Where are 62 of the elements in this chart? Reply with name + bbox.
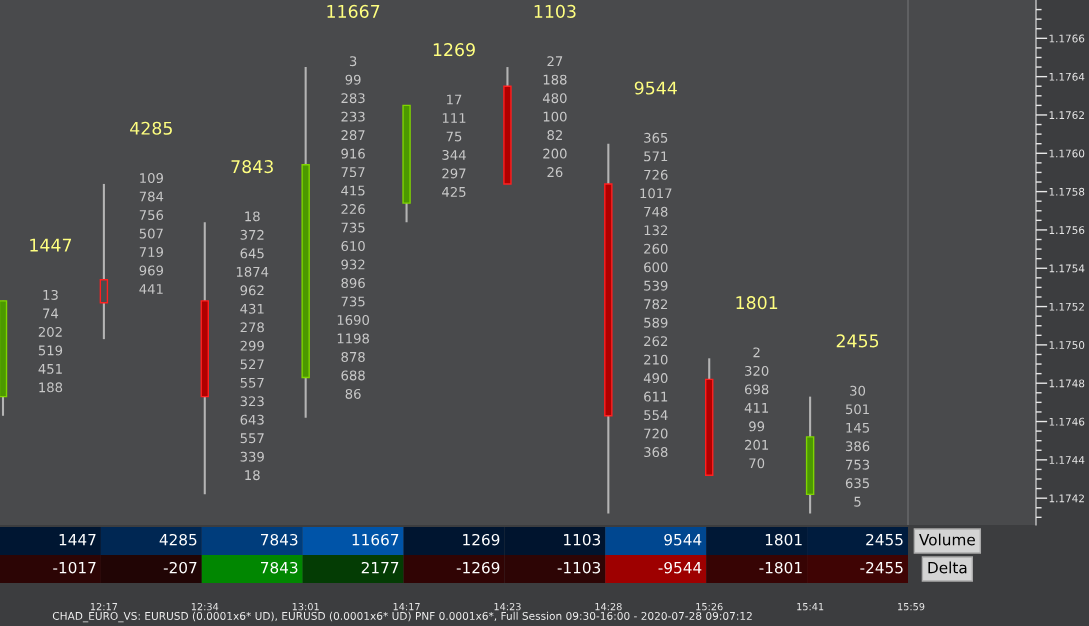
text: CHAD_EURO_VS: EURUSD (0.0001x6* UD), EURUSD (0.0001x6* UD) PNF 0.0001x6*, Full Session 09:30-16:00 - 2020-07-28 09:07:12 — [52, 611, 752, 623]
data-label: 2455 — [866, 533, 903, 546]
data-label: 11667 — [352, 533, 399, 546]
text: 9544 — [634, 81, 677, 95]
y-tick-label: Volume — [919, 533, 975, 546]
data-label: -2455 — [860, 561, 903, 574]
data-label: -9544 — [658, 561, 702, 574]
text: 1447 — [30, 238, 72, 252]
data-label: 9544 — [664, 533, 702, 546]
y-tick-label: 1.1752 — [1049, 302, 1084, 311]
x-tick-label: 15:26 — [696, 602, 723, 611]
y-tick-label: 1.1746 — [1049, 417, 1085, 426]
annotation: 30 501 145 386 753 635 5 — [845, 385, 870, 507]
data-label: 1801 — [765, 533, 802, 546]
data-label: 4285 — [159, 533, 197, 546]
annotation: 13 74 202 519 451 188 — [38, 289, 63, 393]
x-tick-label: 15:41 — [797, 603, 824, 611]
x-tick-label: 12:34 — [191, 602, 219, 611]
data-label: -1269 — [456, 561, 500, 574]
annotation: 17 111 75 344 297 425 — [442, 94, 466, 197]
y-tick-label: 1.1758 — [1049, 187, 1085, 196]
text: 1103 — [534, 4, 576, 18]
y-tick-label: 1.1748 — [1049, 379, 1085, 388]
data-label: -207 — [163, 561, 197, 574]
y-tick-label: 1.1760 — [1049, 149, 1085, 158]
text: 11667 — [327, 4, 380, 18]
text: 3 99 283 233 287 916 757 415 226 735 610 932 896 735 1690 1198 878 688 86 — [337, 56, 370, 399]
x-tick-label: 15:59 — [898, 602, 925, 611]
text: 18 372 645 1874 962 431 278 299 527 557 323 643 557 339 18 — [236, 211, 269, 481]
text: 1269 — [433, 43, 475, 57]
y-tick-label: 1.1744 — [1049, 456, 1085, 464]
y-tick-label: Delta — [928, 561, 967, 574]
y-tick-label: 1.1766 — [1049, 34, 1085, 43]
data-label: 1103 — [564, 533, 601, 546]
y-tick-label: 1.1742 — [1049, 494, 1084, 503]
y-tick-label: 1.1764 — [1049, 72, 1085, 81]
data-label: -1103 — [557, 561, 601, 574]
text: 4285 — [130, 121, 172, 135]
text: 7843 — [231, 160, 273, 174]
y-tick-label: 1.1756 — [1049, 226, 1085, 235]
text: 1801 — [736, 296, 778, 310]
text: 365 571 726 1017 748 132 260 600 539 782 589 262 210 490 611 554 720 368 — [640, 132, 672, 458]
x-tick-label: 14:28 — [595, 602, 622, 611]
data-label: -1801 — [759, 561, 802, 574]
text: 2455 — [836, 334, 879, 348]
annotation: 2 320 698 411 99 201 70 — [744, 347, 769, 469]
y-tick-label: 1.1750 — [1049, 341, 1085, 349]
data-label: 1269 — [463, 533, 500, 546]
x-tick-label: 13:01 — [292, 602, 319, 611]
y-tick-label: 1.1754 — [1049, 264, 1085, 273]
data-label: -1017 — [53, 561, 96, 574]
data-label: 7843 — [261, 533, 298, 546]
data-label: 7843 — [261, 561, 298, 574]
annotation: 27 188 480 100 82 200 26 — [542, 56, 567, 178]
candlestick — [99, 182, 109, 341]
data-label: 1447 — [59, 534, 96, 546]
y-tick-label: 1.1762 — [1049, 111, 1084, 120]
data-label: 2177 — [361, 561, 399, 574]
annotation: 109 784 756 507 719 969 441 — [139, 173, 164, 294]
x-tick-label: 12:17 — [90, 602, 118, 611]
x-tick-label: 14:17 — [393, 603, 420, 611]
x-tick-label: 14:23 — [494, 602, 521, 611]
